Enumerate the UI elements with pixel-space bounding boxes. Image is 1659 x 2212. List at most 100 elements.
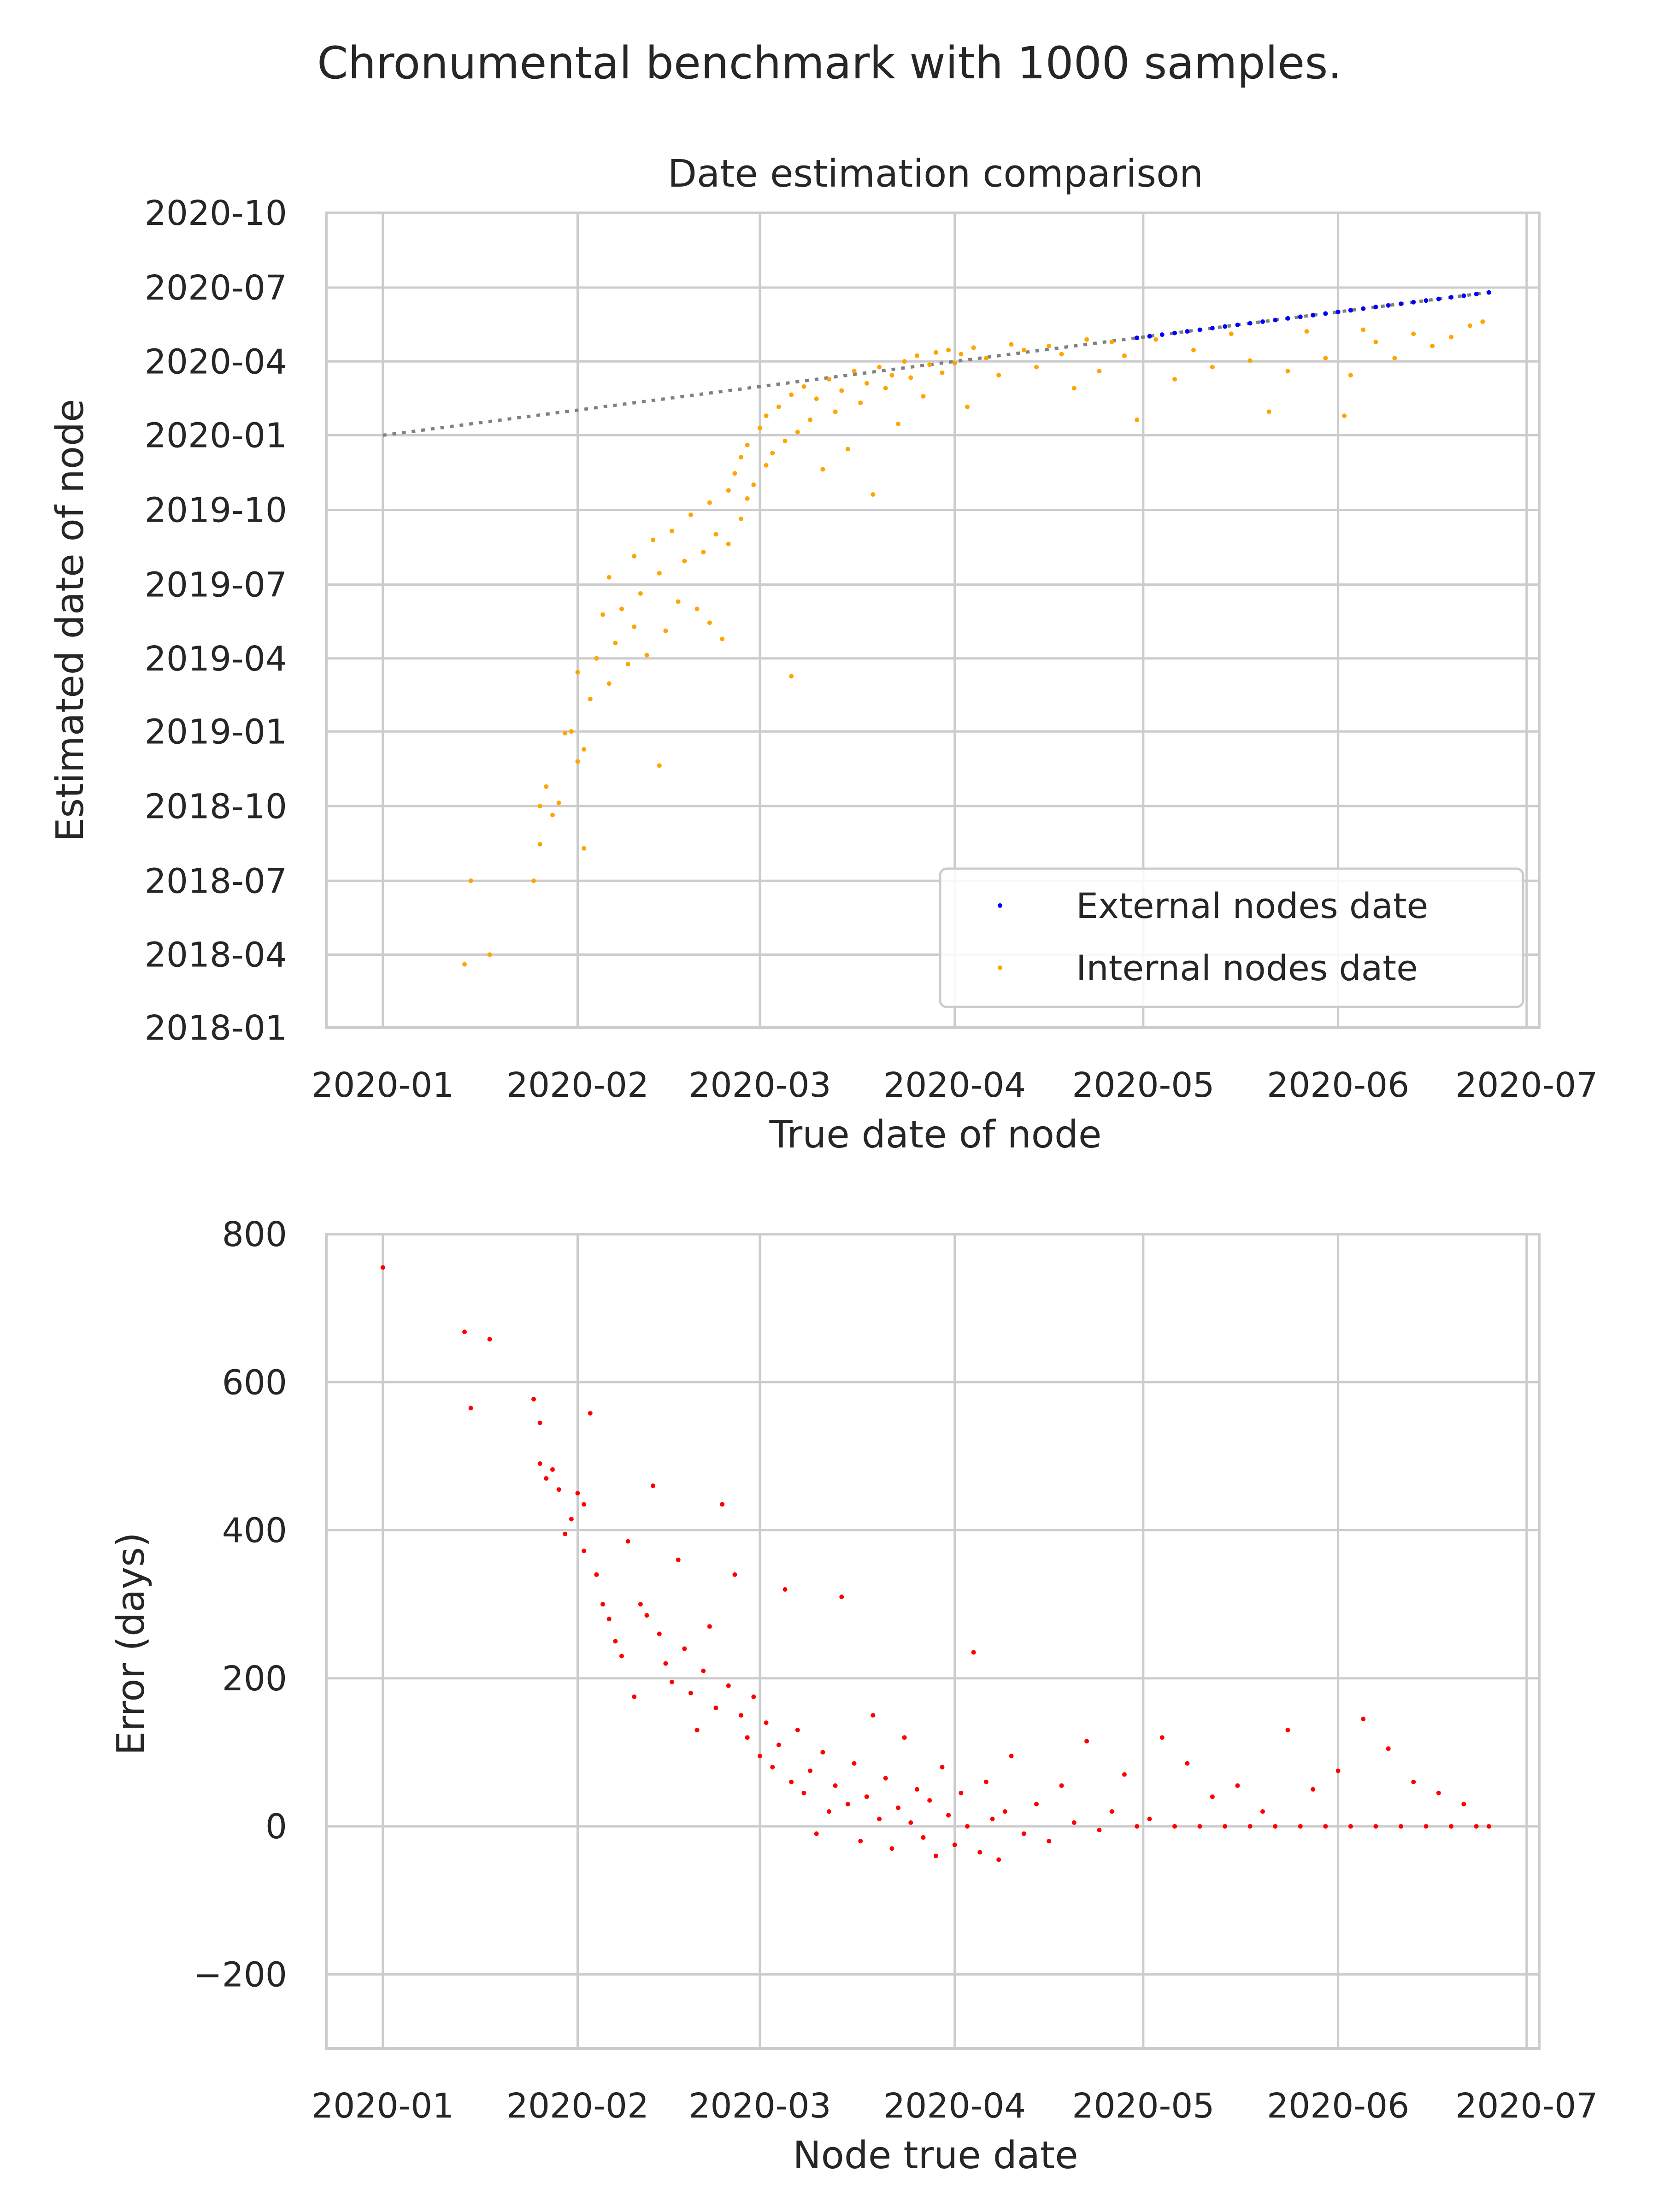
error-point bbox=[871, 1713, 876, 1718]
internal-node-point bbox=[1392, 356, 1397, 361]
internal-node-point bbox=[965, 404, 970, 409]
y-tick-label: 200 bbox=[222, 1659, 287, 1699]
error-point bbox=[895, 1805, 900, 1810]
internal-node-point bbox=[983, 356, 988, 361]
error-point bbox=[707, 1624, 712, 1629]
error-point bbox=[1348, 1824, 1353, 1829]
internal-node-point bbox=[839, 388, 844, 393]
external-node-point bbox=[1147, 334, 1152, 339]
internal-node-point bbox=[732, 471, 737, 476]
error-point bbox=[1386, 1746, 1391, 1751]
error-point bbox=[983, 1779, 988, 1784]
error-point bbox=[670, 1679, 675, 1684]
internal-node-point bbox=[701, 550, 706, 555]
error-point bbox=[663, 1661, 668, 1666]
error-point bbox=[713, 1706, 718, 1711]
error-point bbox=[638, 1602, 643, 1607]
error-point bbox=[902, 1735, 907, 1740]
x-tick-label: 2020-02 bbox=[506, 1065, 649, 1105]
external-node-point bbox=[1273, 318, 1278, 323]
y-tick-label: 2019-01 bbox=[145, 712, 287, 752]
error-point bbox=[1185, 1761, 1190, 1766]
internal-node-point bbox=[745, 442, 750, 447]
external-node-point bbox=[1223, 324, 1228, 329]
internal-node-point bbox=[845, 447, 850, 452]
internal-node-point bbox=[739, 455, 744, 460]
error-point bbox=[852, 1761, 857, 1766]
internal-node-point bbox=[801, 384, 806, 389]
external-node-point bbox=[1298, 314, 1303, 319]
internal-node-point bbox=[745, 496, 750, 501]
error-point bbox=[1210, 1794, 1215, 1799]
external-node-point bbox=[1386, 303, 1391, 308]
error-point bbox=[1260, 1809, 1265, 1814]
internal-node-point bbox=[933, 350, 938, 355]
y-tick-label: 0 bbox=[265, 1807, 287, 1847]
internal-node-point bbox=[713, 532, 718, 537]
error-point bbox=[1235, 1783, 1240, 1788]
internal-node-point bbox=[795, 429, 800, 435]
legend-box bbox=[939, 867, 1524, 1008]
y-tick-label: 2018-01 bbox=[145, 1008, 287, 1048]
internal-node-point bbox=[644, 653, 649, 658]
internal-node-point bbox=[632, 553, 637, 559]
error-point bbox=[487, 1337, 492, 1342]
external-node-point bbox=[1373, 305, 1378, 310]
error-point bbox=[1361, 1717, 1366, 1722]
error-point bbox=[959, 1790, 964, 1795]
error-point bbox=[808, 1768, 813, 1773]
error-point bbox=[582, 1548, 587, 1553]
error-point bbox=[889, 1846, 894, 1851]
internal-node-point bbox=[726, 488, 731, 493]
internal-node-point bbox=[462, 962, 467, 967]
internal-node-point bbox=[789, 674, 794, 679]
error-point bbox=[1474, 1824, 1479, 1829]
internal-node-point bbox=[764, 463, 769, 468]
internal-node-point bbox=[776, 404, 781, 409]
internal-node-point bbox=[1266, 409, 1271, 414]
error-point bbox=[965, 1824, 970, 1829]
internal-node-point bbox=[638, 591, 643, 596]
y-axis-label: Estimated date of node bbox=[48, 399, 92, 841]
internal-node-point bbox=[921, 394, 926, 399]
y-tick-label: 2018-04 bbox=[145, 935, 287, 975]
plot-area: 2020-01 2020-02 2020-03 2020-04 2020-05 2020-… bbox=[194, 1215, 1598, 2126]
error-point bbox=[1122, 1772, 1127, 1777]
internal-node-point bbox=[1304, 329, 1309, 334]
internal-node-point bbox=[833, 409, 838, 414]
y-tick-label: 2020-07 bbox=[145, 268, 287, 308]
internal-node-point bbox=[1430, 343, 1435, 348]
x-tick-label: 2020-06 bbox=[1267, 1065, 1409, 1105]
internal-node-point bbox=[971, 345, 976, 350]
internal-node-point bbox=[651, 537, 656, 542]
error-point bbox=[537, 1420, 542, 1425]
identity-reference-line bbox=[382, 291, 1489, 437]
error-point bbox=[971, 1650, 976, 1655]
internal-node-point bbox=[889, 373, 894, 378]
internal-node-point bbox=[1135, 418, 1140, 423]
y-tick-label: 600 bbox=[222, 1363, 287, 1402]
internal-node-point bbox=[895, 421, 900, 426]
panel-title: Date estimation comparison bbox=[668, 152, 1203, 196]
error-point bbox=[588, 1411, 593, 1416]
date-comparison-panel: Date estimation comparison True date of … bbox=[48, 152, 1598, 1157]
figure-suptitle: Chronumental benchmark with 1000 samples… bbox=[317, 37, 1342, 89]
x-tick-label: 2020-02 bbox=[506, 2086, 649, 2126]
y-tick-label: 2019-10 bbox=[145, 491, 287, 530]
error-point bbox=[1424, 1824, 1429, 1829]
error-point bbox=[537, 1461, 542, 1466]
x-tick-label: 2020-05 bbox=[1072, 2086, 1214, 2126]
error-point bbox=[625, 1539, 630, 1544]
internal-node-point bbox=[619, 606, 624, 612]
internal-node-point bbox=[582, 846, 587, 851]
error-point bbox=[563, 1531, 568, 1536]
plot-area: 2020-01 2020-02 2020-03 2020-04 2020-05 2020-… bbox=[145, 194, 1598, 1105]
error-point bbox=[839, 1594, 844, 1600]
y-tick-label: 2019-07 bbox=[145, 565, 287, 605]
external-node-point bbox=[1348, 308, 1353, 313]
internal-node-point bbox=[632, 624, 637, 629]
internal-node-point bbox=[1210, 365, 1215, 370]
error-point bbox=[619, 1653, 624, 1659]
error-point bbox=[1172, 1824, 1177, 1829]
